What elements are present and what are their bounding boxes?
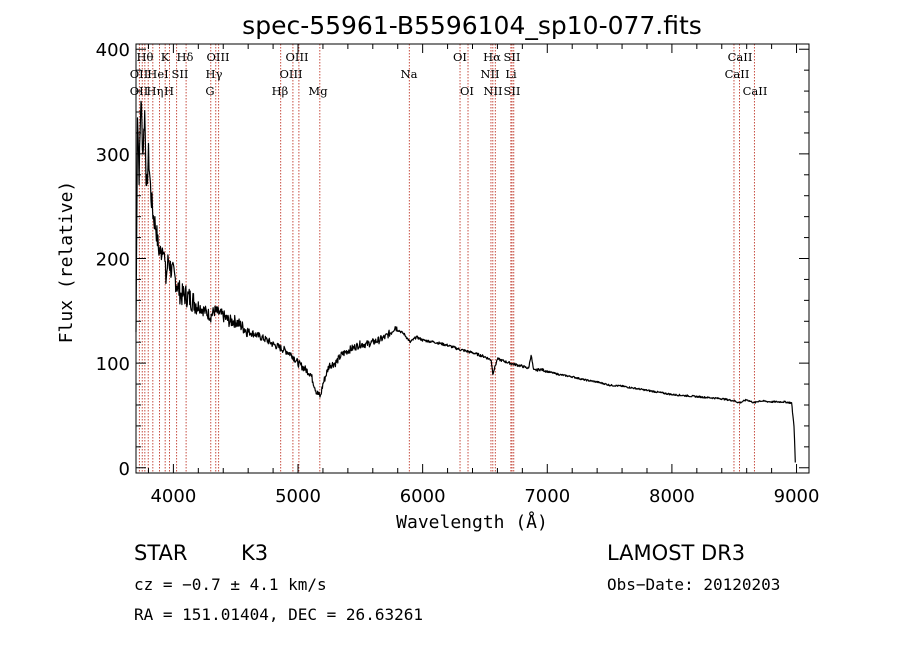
line-label-caii-3: CaII bbox=[743, 84, 768, 98]
line-label-oiii-2: OIII bbox=[285, 50, 308, 64]
line-label-caii-2: CaII bbox=[725, 67, 750, 81]
survey-name: LAMOST DR3 bbox=[607, 541, 745, 565]
plot-frame bbox=[135, 43, 810, 474]
line-label-sii-3: SII bbox=[504, 84, 521, 98]
x-axis-ticks: 4000 5000 6000 7000 8000 9000 bbox=[147, 44, 820, 507]
line-label-htheta: Hθ bbox=[137, 50, 154, 64]
spectral-line-markers bbox=[138, 44, 755, 473]
line-label-mg: Mg bbox=[308, 84, 328, 98]
y-tick-label-0: 0 bbox=[119, 459, 130, 480]
y-tick-label-400: 400 bbox=[96, 40, 130, 61]
line-label-hgamma: Hγ bbox=[206, 67, 223, 81]
line-label-k: K bbox=[161, 50, 170, 64]
spectral-line-labels: Hθ K Hδ OIII OIII OI Hα SII CaII OII HeI… bbox=[130, 50, 768, 98]
line-label-caii-1: CaII bbox=[728, 50, 753, 64]
coordinates-readout: RA = 151.01404, DEC = 26.63261 bbox=[134, 605, 423, 624]
line-label-sii-1: SII bbox=[504, 50, 521, 64]
object-subclass: K3 bbox=[241, 541, 268, 565]
line-label-sii-2: SII bbox=[172, 67, 189, 81]
x-tick-label-9000: 9000 bbox=[774, 486, 820, 507]
line-label-oii-1: OII bbox=[130, 67, 149, 81]
line-label-oiii-1: OIII bbox=[206, 50, 229, 64]
line-label-heta: Hη bbox=[147, 84, 164, 98]
line-label-nii-2: NII bbox=[483, 84, 502, 98]
x-axis-label: Wavelength (Å) bbox=[396, 511, 548, 533]
x-tick-label-5000: 5000 bbox=[275, 486, 321, 507]
redshift-readout: cz = −0.7 ± 4.1 km/s bbox=[134, 575, 327, 594]
line-label-na: Na bbox=[401, 67, 418, 81]
x-tick-label-6000: 6000 bbox=[400, 486, 446, 507]
y-axis-ticks: 0 100 200 300 400 bbox=[96, 40, 809, 480]
line-label-nii-1: NII bbox=[480, 67, 499, 81]
line-label-g: G bbox=[205, 84, 214, 98]
x-tick-label-4000: 4000 bbox=[150, 486, 196, 507]
y-tick-label-300: 300 bbox=[96, 145, 130, 166]
line-label-oi-1: OI bbox=[453, 50, 467, 64]
x-tick-label-7000: 7000 bbox=[524, 486, 570, 507]
line-label-h: H bbox=[164, 84, 174, 98]
line-label-li: Li bbox=[505, 67, 517, 81]
y-tick-label-100: 100 bbox=[96, 354, 130, 375]
line-label-halpha: Hα bbox=[483, 50, 501, 64]
line-label-hbeta: Hβ bbox=[272, 84, 289, 98]
y-axis-label: Flux (relative) bbox=[56, 181, 77, 344]
obs-date: Obs−Date: 20120203 bbox=[607, 575, 780, 594]
x-tick-label-8000: 8000 bbox=[649, 486, 695, 507]
chart-title: spec-55961-B5596104_sp10-077.fits bbox=[242, 11, 702, 40]
line-label-oiii-3: OIII bbox=[279, 67, 302, 81]
spectrum-line bbox=[135, 100, 796, 463]
y-tick-label-200: 200 bbox=[96, 250, 130, 271]
line-label-hei: HeI bbox=[147, 67, 168, 81]
object-class: STAR bbox=[134, 541, 187, 565]
line-label-hdelta: Hδ bbox=[177, 50, 194, 64]
line-label-oi-2: OI bbox=[460, 84, 474, 98]
